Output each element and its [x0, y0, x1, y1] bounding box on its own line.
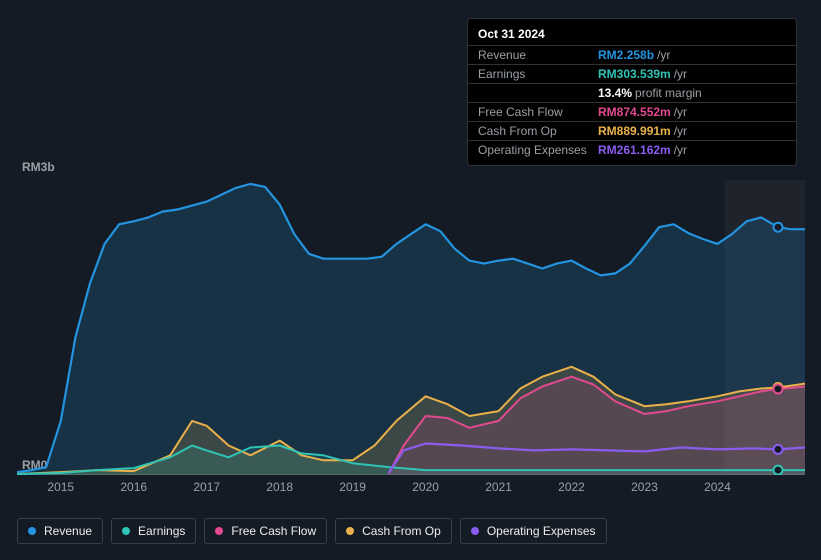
- tooltip-row: RevenueRM2.258b/yr: [468, 45, 796, 64]
- x-tick: 2020: [412, 480, 439, 494]
- chart-legend: Revenue Earnings Free Cash Flow Cash From O…: [17, 518, 607, 544]
- tooltip-value: RM303.539m: [598, 67, 671, 81]
- tooltip-unit: /yr: [674, 124, 687, 138]
- tooltip-row: Cash From OpRM889.991m/yr: [468, 121, 796, 140]
- tooltip-label: Earnings: [478, 67, 598, 81]
- legend-item[interactable]: Revenue: [17, 518, 103, 544]
- tooltip-unit: /yr: [657, 48, 670, 62]
- tooltip-label: Revenue: [478, 48, 598, 62]
- legend-item[interactable]: Earnings: [111, 518, 196, 544]
- legend-label: Free Cash Flow: [231, 524, 316, 538]
- tooltip-label: Operating Expenses: [478, 143, 598, 157]
- legend-label: Cash From Op: [362, 524, 441, 538]
- tooltip-value: RM2.258b: [598, 48, 654, 62]
- financials-chart[interactable]: [17, 180, 805, 475]
- chart-svg: [17, 180, 805, 475]
- legend-dot-icon: [346, 527, 354, 535]
- legend-item[interactable]: Operating Expenses: [460, 518, 607, 544]
- legend-item[interactable]: Free Cash Flow: [204, 518, 327, 544]
- tooltip-row: 13.4%profit margin: [468, 83, 796, 102]
- legend-dot-icon: [28, 527, 36, 535]
- tooltip-value: RM889.991m: [598, 124, 671, 138]
- tooltip-value: RM261.162m: [598, 143, 671, 157]
- x-tick: 2024: [704, 480, 731, 494]
- tooltip-unit: /yr: [674, 105, 687, 119]
- x-axis: 2015 2016 2017 2018 2019 2020 2021 2022 2023 2024: [17, 480, 805, 500]
- legend-dot-icon: [471, 527, 479, 535]
- marker-dot-op_ex: [774, 445, 783, 454]
- tooltip-row: Operating ExpensesRM261.162m/yr: [468, 140, 796, 159]
- x-tick: 2015: [47, 480, 74, 494]
- tooltip-row: Free Cash FlowRM874.552m/yr: [468, 102, 796, 121]
- legend-label: Operating Expenses: [487, 524, 596, 538]
- x-tick: 2021: [485, 480, 512, 494]
- x-tick: 2022: [558, 480, 585, 494]
- y-axis-label-top: RM3b: [22, 160, 55, 174]
- legend-dot-icon: [215, 527, 223, 535]
- marker-dot-earnings: [774, 466, 783, 475]
- marker-dot-free_cash_flow: [774, 384, 783, 393]
- tooltip-label: Cash From Op: [478, 124, 598, 138]
- tooltip-unit: profit margin: [635, 86, 702, 100]
- legend-label: Earnings: [138, 524, 185, 538]
- legend-dot-icon: [122, 527, 130, 535]
- x-tick: 2018: [266, 480, 293, 494]
- x-tick: 2023: [631, 480, 658, 494]
- tooltip-date: Oct 31 2024: [468, 25, 796, 45]
- x-tick: 2017: [193, 480, 220, 494]
- tooltip-unit: /yr: [674, 67, 687, 81]
- legend-label: Revenue: [44, 524, 92, 538]
- tooltip-row: EarningsRM303.539m/yr: [468, 64, 796, 83]
- tooltip-label: Free Cash Flow: [478, 105, 598, 119]
- x-tick: 2019: [339, 480, 366, 494]
- marker-dot-revenue: [774, 223, 783, 232]
- tooltip-value: RM874.552m: [598, 105, 671, 119]
- tooltip-unit: /yr: [674, 143, 687, 157]
- x-tick: 2016: [120, 480, 147, 494]
- tooltip-value: 13.4%: [598, 86, 632, 100]
- chart-tooltip: Oct 31 2024 RevenueRM2.258b/yrEarningsRM…: [467, 18, 797, 166]
- legend-item[interactable]: Cash From Op: [335, 518, 452, 544]
